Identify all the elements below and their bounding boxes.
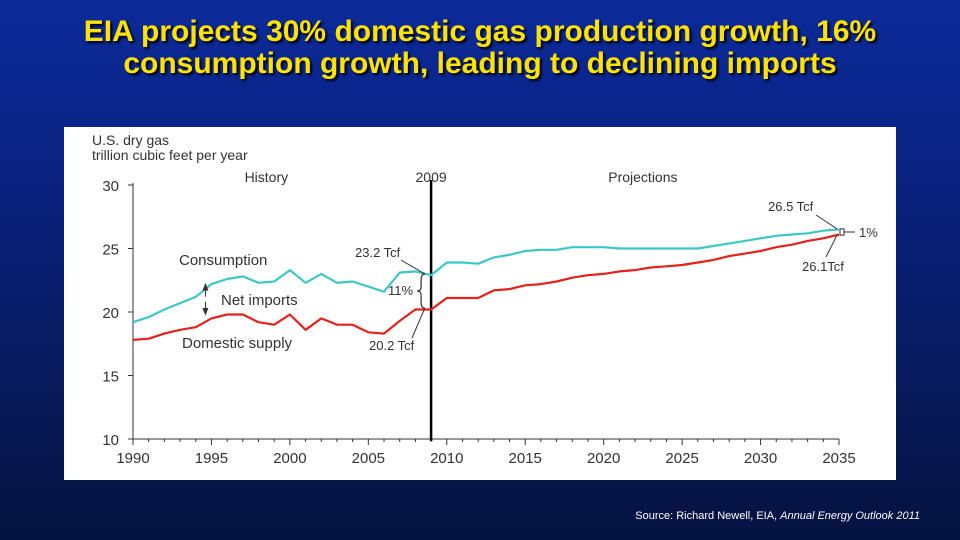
y-axis-title-line-2: trillion cubic feet per year (92, 147, 248, 163)
x-tick-label: 2030 (744, 450, 777, 467)
source-prefix: Source: Richard Newell, EIA, (635, 510, 781, 522)
y-tick-label: 10 (102, 432, 119, 449)
consumption-2009-label: 23.2 Tcf (355, 245, 401, 260)
x-tick-label: 2005 (352, 450, 385, 467)
x-tick-label: 1990 (116, 450, 149, 467)
supply-2009-label: 20.2 Tcf (369, 338, 415, 353)
chart-panel: 10 15 20 25 30 1990 1995 2000 2005 2010 2015 2020 20… (64, 127, 896, 480)
x-tick-label: 2020 (587, 450, 620, 467)
y-tick-label: 25 (102, 242, 119, 259)
y-tick-label: 20 (102, 305, 119, 322)
consumption-2035-label: 26.5 Tcf (768, 199, 814, 214)
y-tick-label: 30 (102, 178, 119, 195)
supply-2035-label: 26.1Tcf (802, 259, 844, 274)
consumption-line (132, 228, 840, 324)
gap-2035-label: 1% (859, 225, 878, 240)
y-tick-label: 15 (102, 369, 119, 386)
source-note: Source: Richard Newell, EIA, Annual Ener… (635, 510, 920, 522)
consumption-label: Consumption (179, 252, 267, 269)
x-tick-label: 1995 (195, 450, 228, 467)
supply-2035-leader (825, 234, 838, 258)
supply-2009-leader (411, 307, 426, 339)
gap-2035-brace (839, 228, 845, 236)
consumption-2009-leader (400, 259, 426, 275)
net-imports-arrowhead-down (202, 308, 209, 316)
net-imports-arrowhead-up (202, 282, 209, 291)
net-imports-label: Net imports (221, 292, 298, 309)
x-tick-label: 2025 (665, 450, 698, 467)
domestic-supply-line (132, 233, 840, 341)
domestic-supply-label: Domestic supply (182, 335, 293, 352)
divider-label: 2009 (416, 169, 447, 185)
slide-title: EIA projects 30% domestic gas production… (0, 16, 960, 80)
x-tick-label: 2035 (822, 450, 855, 467)
history-label: History (245, 169, 289, 185)
title-line-2: consumption growth, leading to declining… (123, 47, 837, 80)
gap-2009-brace (417, 273, 426, 309)
source-publication: Annual Energy Outlook 2011 (780, 510, 920, 522)
gap-2009-label: 11% (388, 283, 413, 298)
x-tick-label: 2000 (273, 450, 306, 467)
x-tick-label: 2010 (430, 450, 463, 467)
title-line-1: EIA projects 30% domestic gas production… (83, 15, 877, 48)
x-tick-label: 2015 (509, 450, 542, 467)
projections-label: Projections (608, 169, 677, 185)
consumption-2035-leader (815, 214, 838, 230)
y-axis-title-line-1: U.S. dry gas (92, 132, 169, 148)
